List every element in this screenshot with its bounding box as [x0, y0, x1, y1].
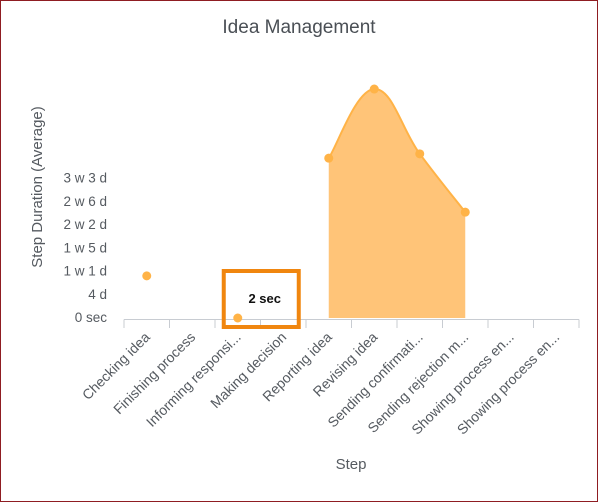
y-tick-label-1: 4 d — [88, 287, 107, 302]
y-tick-label-3: 1 w 5 d — [63, 240, 107, 255]
highlight-layer: 2 sec — [221, 269, 301, 329]
data-point-5 — [369, 84, 379, 94]
y-axis-title: Step Duration (Average) — [29, 106, 46, 267]
series-area-2 — [328, 89, 466, 318]
chart-title: Idea Management — [222, 17, 376, 38]
data-point-7 — [460, 207, 470, 217]
x-axis-title: Step — [336, 456, 367, 473]
y-axis-ticks: 0 sec 4 d 1 w 1 d 1 w 5 d 2 w 2 d 2 w 6 d 3 w … — [63, 171, 107, 325]
data-label: 2 sec — [248, 291, 281, 306]
data-point-4 — [324, 153, 334, 163]
data-point-0 — [142, 271, 152, 281]
data-point-2 — [233, 313, 243, 323]
highlight-box — [221, 269, 301, 329]
y-tick-label-5: 2 w 6 d — [63, 194, 107, 209]
y-tick-label-0: 0 sec — [75, 310, 108, 325]
y-tick-label-6: 3 w 3 d — [63, 171, 107, 186]
y-tick-label-4: 2 w 2 d — [63, 217, 107, 232]
series-line-2 — [327, 88, 467, 213]
y-tick-label-2: 1 w 1 d — [63, 264, 107, 279]
points-layer — [142, 84, 470, 323]
data-point-6 — [415, 149, 425, 159]
area-layer — [327, 88, 467, 318]
category-label-1: Finishing process — [110, 329, 198, 417]
